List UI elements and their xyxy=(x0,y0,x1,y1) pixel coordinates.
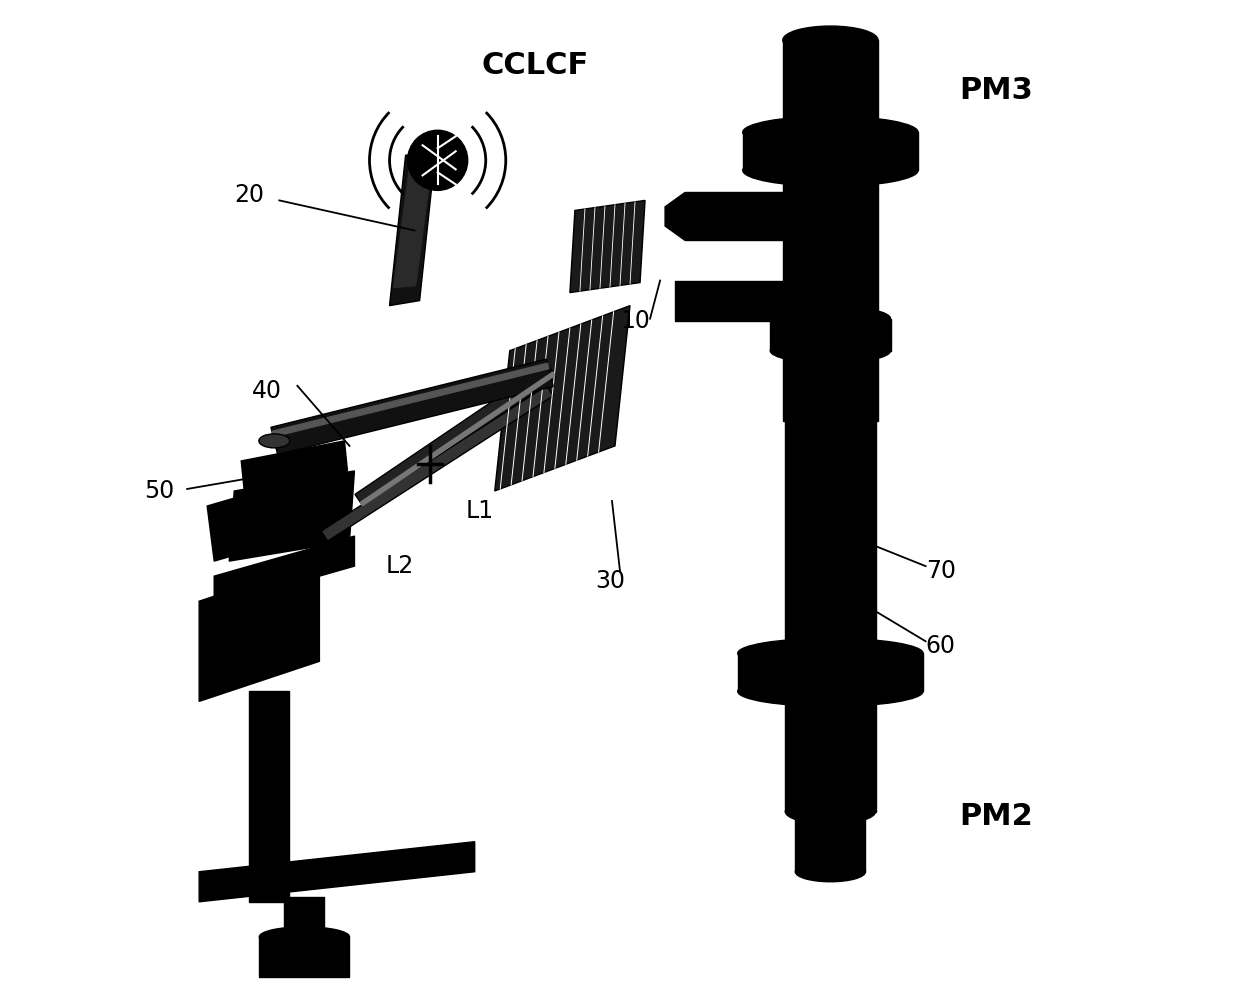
Ellipse shape xyxy=(770,306,890,331)
Polygon shape xyxy=(355,364,557,508)
Ellipse shape xyxy=(795,862,866,882)
Text: L1: L1 xyxy=(466,499,494,523)
Text: PM3: PM3 xyxy=(959,76,1033,104)
Polygon shape xyxy=(215,536,355,606)
Polygon shape xyxy=(229,471,355,561)
Polygon shape xyxy=(284,897,325,942)
Polygon shape xyxy=(795,170,867,311)
Ellipse shape xyxy=(259,927,350,947)
Text: 50: 50 xyxy=(144,479,174,503)
Polygon shape xyxy=(259,937,350,977)
Polygon shape xyxy=(361,372,556,506)
Polygon shape xyxy=(743,132,918,170)
Text: 30: 30 xyxy=(595,569,625,593)
Polygon shape xyxy=(242,441,347,491)
Ellipse shape xyxy=(770,339,890,363)
Text: CCLCF: CCLCF xyxy=(481,51,589,79)
Polygon shape xyxy=(785,691,875,812)
Ellipse shape xyxy=(738,676,923,706)
Text: 10: 10 xyxy=(620,309,650,333)
Polygon shape xyxy=(207,466,351,561)
Polygon shape xyxy=(738,653,923,691)
Text: L2: L2 xyxy=(386,554,414,578)
Polygon shape xyxy=(200,842,475,902)
Polygon shape xyxy=(249,691,289,902)
Ellipse shape xyxy=(785,409,875,434)
Polygon shape xyxy=(686,192,782,240)
Text: 70: 70 xyxy=(925,559,956,583)
Ellipse shape xyxy=(785,800,875,824)
Ellipse shape xyxy=(738,638,923,668)
Polygon shape xyxy=(321,386,553,541)
Polygon shape xyxy=(272,363,549,437)
Ellipse shape xyxy=(782,26,878,54)
Text: PM1: PM1 xyxy=(278,948,351,976)
Polygon shape xyxy=(785,421,875,641)
Polygon shape xyxy=(393,165,432,288)
Polygon shape xyxy=(272,359,553,455)
Text: 60: 60 xyxy=(925,634,956,658)
Ellipse shape xyxy=(743,154,918,186)
Polygon shape xyxy=(200,561,320,701)
Text: 20: 20 xyxy=(234,183,264,207)
Polygon shape xyxy=(675,281,782,321)
Text: PM2: PM2 xyxy=(959,803,1033,831)
Ellipse shape xyxy=(743,116,918,148)
Ellipse shape xyxy=(259,434,290,448)
Polygon shape xyxy=(782,40,878,421)
Circle shape xyxy=(408,130,467,190)
Polygon shape xyxy=(389,150,435,306)
Polygon shape xyxy=(795,807,866,872)
Polygon shape xyxy=(665,192,686,240)
Polygon shape xyxy=(495,306,630,491)
Text: 40: 40 xyxy=(252,379,283,403)
Polygon shape xyxy=(570,200,645,293)
Polygon shape xyxy=(770,319,890,351)
